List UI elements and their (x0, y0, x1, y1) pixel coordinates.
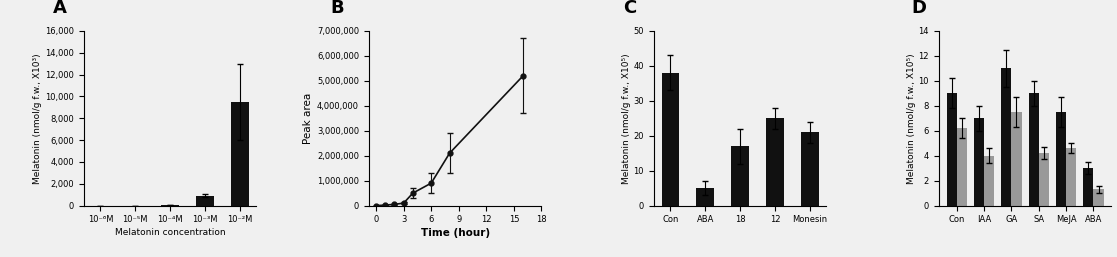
Bar (956, 128, 967, 206)
Bar (766, 118, 784, 206)
Bar (974, 118, 984, 206)
Bar (1029, 93, 1039, 206)
Bar (1094, 189, 1104, 206)
Y-axis label: Melatonin (nmol/g f.w., X10³): Melatonin (nmol/g f.w., X10³) (34, 53, 42, 183)
Text: B: B (331, 0, 344, 17)
Bar (697, 188, 714, 206)
Bar (1056, 112, 1066, 206)
Bar (1001, 68, 1011, 206)
Bar (661, 73, 679, 206)
Bar (1039, 153, 1049, 206)
Y-axis label: Melatonin (nmol/g f.w., X10⁵): Melatonin (nmol/g f.w., X10⁵) (907, 53, 916, 183)
Bar (732, 146, 748, 206)
Bar (231, 102, 249, 206)
Bar (197, 196, 213, 206)
Bar (1066, 148, 1076, 206)
Bar (162, 205, 179, 206)
Bar (946, 93, 956, 206)
Bar (984, 156, 994, 206)
Y-axis label: Melatonin (nmol/g f.w., X10⁵): Melatonin (nmol/g f.w., X10⁵) (621, 53, 631, 183)
Y-axis label: Peak area: Peak area (303, 93, 313, 144)
Text: D: D (911, 0, 926, 17)
Text: C: C (622, 0, 636, 17)
X-axis label: Melatonin concentration: Melatonin concentration (115, 228, 226, 237)
X-axis label: Time (hour): Time (hour) (420, 228, 489, 238)
Text: A: A (52, 0, 67, 17)
Bar (801, 132, 819, 206)
Bar (1011, 112, 1022, 206)
Bar (1083, 168, 1094, 206)
